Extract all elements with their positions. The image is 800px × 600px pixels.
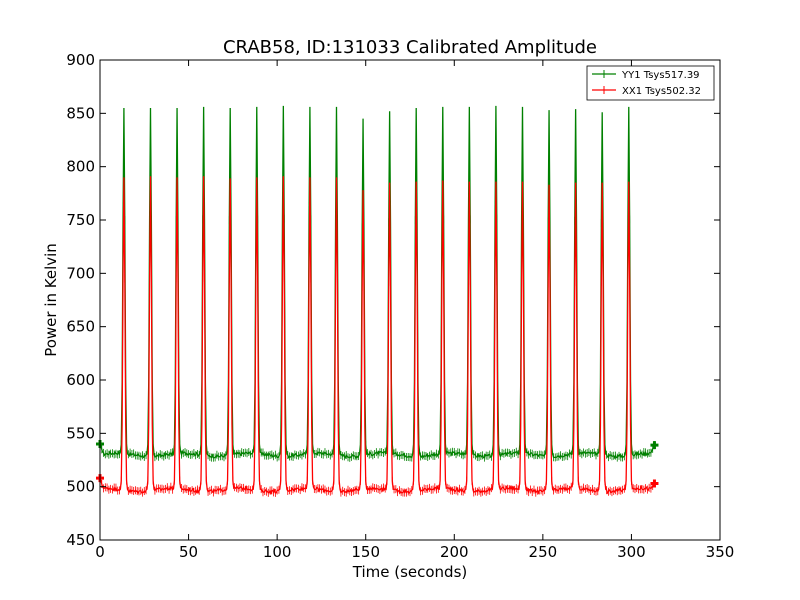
y-tick-label: 750	[66, 211, 95, 229]
x-tick-label: 150	[351, 543, 380, 561]
x-tick-label: 300	[617, 543, 646, 561]
x-tick-label: 0	[95, 543, 105, 561]
legend-entry-yy1: YY1 Tsys517.39	[592, 70, 700, 81]
endpoint-marker	[650, 441, 659, 450]
legend-entry-xx1: XX1 Tsys502.32	[592, 86, 701, 97]
x-tick-label: 250	[529, 543, 558, 561]
y-tick-label: 650	[66, 318, 95, 336]
y-tick-label: 850	[66, 104, 95, 122]
series-layer	[96, 105, 659, 497]
y-tick-label: 600	[66, 371, 95, 389]
series-line	[99, 176, 655, 496]
series-line	[99, 105, 656, 460]
legend: YY1 Tsys517.39 XX1 Tsys502.32	[586, 65, 715, 101]
x-axis: 0 50 100 150 200 250 300 350	[95, 60, 734, 561]
series-1	[96, 176, 659, 497]
y-tick-label: 700	[66, 264, 95, 282]
y-tick-label: 500	[66, 478, 95, 496]
y-tick-label: 800	[66, 158, 95, 176]
y-axis: 450 500 550 600 650 700 750 800 850 900	[66, 51, 720, 549]
x-axis-label: Time (seconds)	[352, 563, 468, 581]
y-axis-label: Power in Kelvin	[42, 243, 60, 357]
x-tick-label: 100	[263, 543, 292, 561]
y-tick-label: 550	[66, 424, 95, 442]
chart-title: CRAB58, ID:131033 Calibrated Amplitude	[223, 37, 597, 58]
x-tick-label: 50	[179, 543, 198, 561]
y-tick-label: 450	[66, 531, 95, 549]
plot-frame	[99, 59, 721, 541]
legend-box	[586, 65, 715, 101]
endpoint-marker	[650, 479, 659, 488]
x-tick-label: 200	[440, 543, 469, 561]
legend-label-xx1: XX1 Tsys502.32	[622, 86, 701, 97]
x-tick-label: 350	[706, 543, 735, 561]
legend-label-yy1: YY1 Tsys517.39	[621, 70, 700, 81]
y-tick-label: 900	[66, 51, 95, 69]
